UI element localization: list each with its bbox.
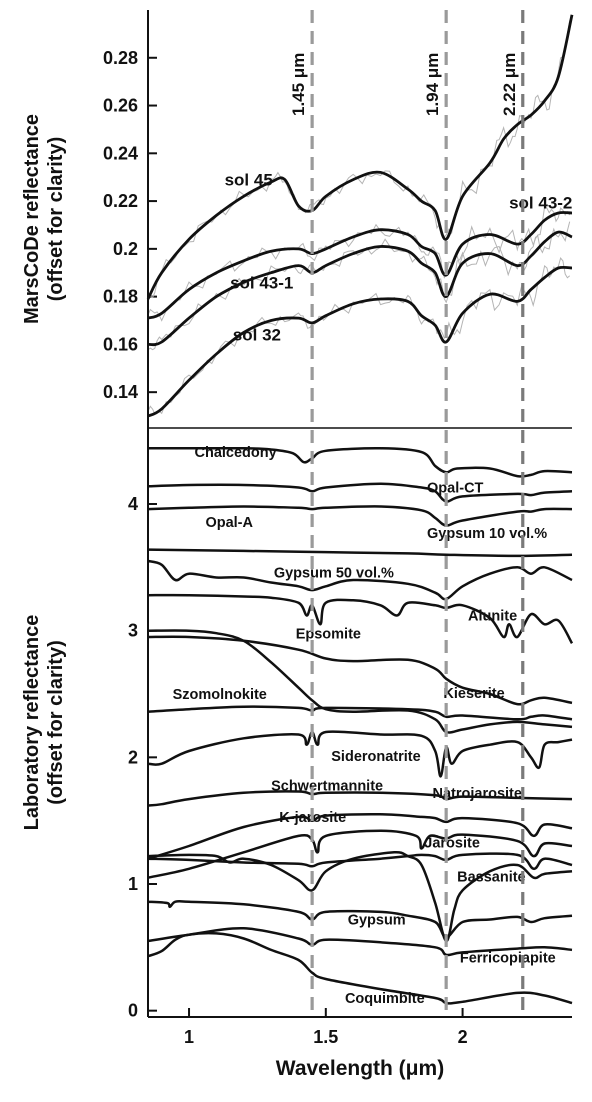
series-label: Gypsum — [348, 913, 406, 929]
series-label: Opal-A — [205, 515, 253, 531]
series-label: Natrojarosite — [432, 786, 521, 802]
series-line-epsomite — [147, 629, 573, 734]
series-label: Alunite — [468, 609, 517, 625]
series-label: Kieserite — [443, 686, 504, 702]
series-label: Ferricopiapite — [460, 951, 556, 967]
x-tick-label: 1.5 — [313, 1027, 338, 1047]
y-tick-label: 2 — [128, 747, 138, 767]
y-tick-label: 0 — [128, 1001, 138, 1021]
series-label: sol 43-1 — [230, 274, 293, 293]
series-line-chalcedony — [148, 446, 573, 478]
series-label: Chalcedony — [195, 445, 277, 461]
series-label: Gypsum 50 vol.% — [274, 565, 394, 581]
y-tick-label: 0.26 — [103, 96, 138, 116]
series-line-gypsum — [147, 899, 573, 939]
marker-label: 1.45 μm — [289, 53, 308, 116]
x-tick-label: 1 — [184, 1027, 194, 1047]
series-line-opal-ct — [147, 482, 573, 503]
y-tick-label: 1 — [128, 874, 138, 894]
y-axis-title-line-2: (offset for clarity) — [45, 137, 67, 301]
series-label: Coquimbite — [345, 991, 425, 1007]
y-tick-label: 4 — [128, 494, 138, 514]
y-axis-title-line-1: Laboratory reflectance — [21, 615, 43, 831]
series-line-opal-a — [147, 505, 573, 527]
y-tick-label: 0.24 — [103, 143, 138, 163]
series-line-kieserite — [147, 635, 573, 706]
y-axis-title-line-2: (offset for clarity) — [45, 640, 67, 804]
marker-label-group: 2.22 μm — [500, 53, 519, 116]
series-line-ferricopiapite — [147, 927, 573, 957]
y-tick-label: 0.16 — [103, 334, 138, 354]
marker-label-group: 1.45 μm — [289, 53, 308, 116]
y-axis-title: MarsCoDe reflectance (offset for clarity) — [21, 114, 67, 324]
series-label: sol 43-2 — [509, 194, 572, 213]
y-tick-label: 0.18 — [103, 287, 138, 307]
series-line-sol-43-2 — [147, 211, 573, 320]
marker-label-group: 1.94 μm — [423, 53, 442, 116]
series-label: Bassanite — [457, 869, 526, 885]
x-axis-title: Wavelength (μm) — [276, 1057, 444, 1080]
y-tick-label: 0.28 — [103, 48, 138, 68]
series-line-coquimbite — [147, 931, 573, 1005]
series-label: Epsomite — [296, 626, 361, 642]
series-label: Jarosite — [424, 835, 480, 851]
raw-spectrum-sol-43-2 — [147, 205, 571, 322]
series-line-sol-32 — [147, 265, 573, 418]
series-line-szomolnokite — [147, 705, 573, 721]
y-axis-title-line-1: MarsCoDe reflectance — [21, 114, 43, 324]
series-line-gypsum-50-vol- — [147, 559, 573, 601]
series-line-k-jarosite — [147, 829, 573, 879]
series-line-alunite — [147, 593, 574, 644]
series-line-bassanite — [147, 851, 573, 943]
series-line-sol-45 — [146, 14, 574, 300]
series-line-jarosite — [147, 852, 573, 871]
series-label: Szomolnokite — [173, 687, 267, 703]
series-label: Opal-CT — [427, 481, 484, 497]
series-label: sol 45 — [225, 171, 273, 190]
y-tick-label: 0.22 — [103, 191, 138, 211]
y-tick-label: 3 — [128, 621, 138, 641]
series-line-sideronatrite — [147, 730, 573, 778]
marker-label: 2.22 μm — [500, 53, 519, 116]
series-label: sol 32 — [233, 325, 281, 344]
series-line-natrojarosite — [147, 813, 573, 860]
series-label: Gypsum 10 vol.% — [427, 526, 547, 542]
series-label: Sideronatrite — [331, 749, 420, 765]
y-tick-label: 0.14 — [103, 382, 138, 402]
series-line-sol-43-1 — [147, 230, 573, 347]
y-axis-title: Laboratory reflectance (offset for clarit… — [21, 615, 67, 831]
x-tick-label: 2 — [458, 1027, 468, 1047]
marker-label: 1.94 μm — [423, 53, 442, 116]
y-tick-label: 0.2 — [113, 239, 138, 259]
raw-spectrum-sol-32 — [147, 257, 571, 415]
series-line-gypsum-10-vol- — [147, 548, 573, 558]
series-label: Schwertmannite — [271, 778, 383, 794]
series-line-schwertmannite — [147, 790, 573, 807]
